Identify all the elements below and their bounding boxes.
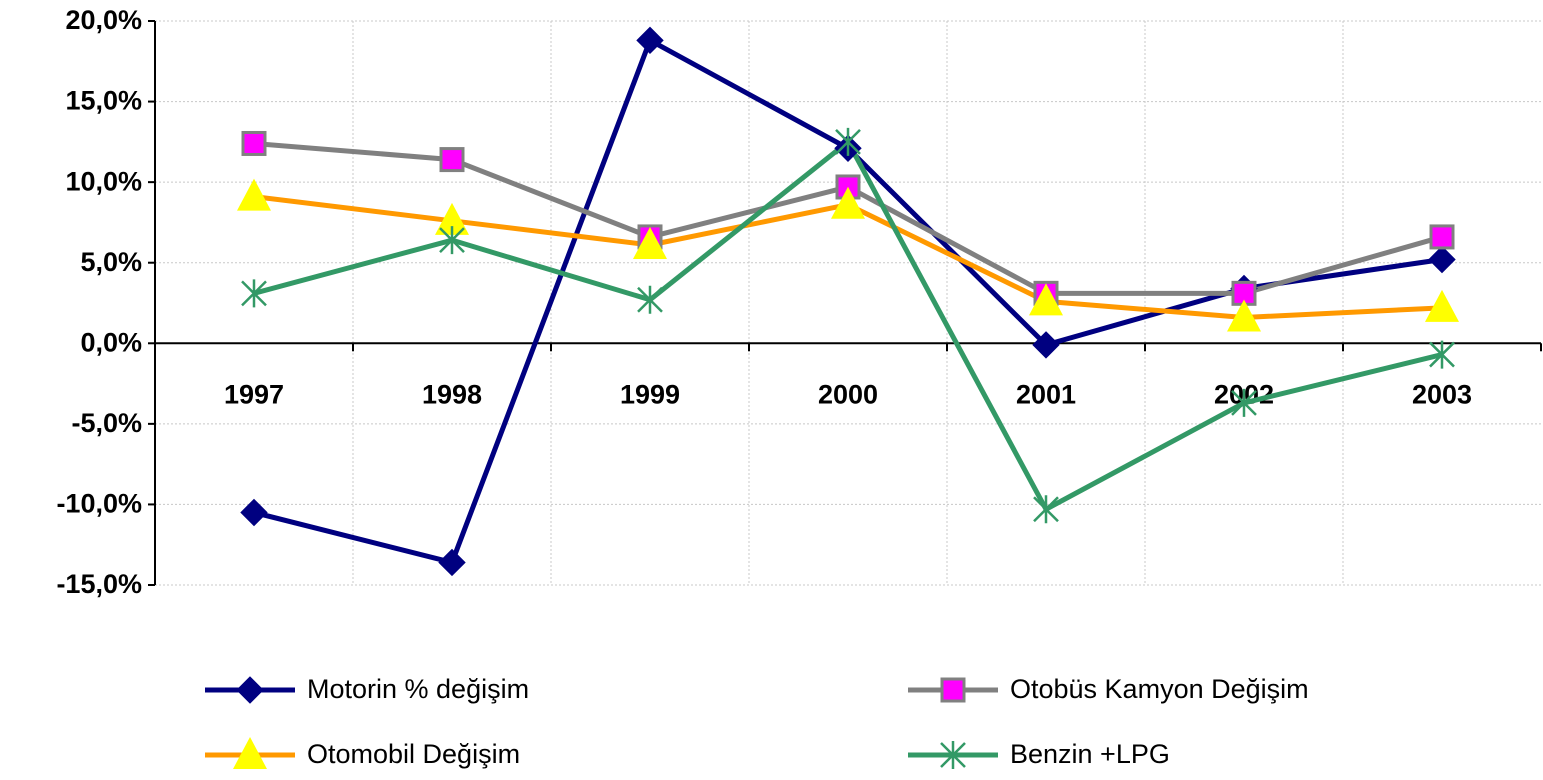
x-tick-label: 1998 <box>422 379 482 409</box>
legend-label: Motorin % değişim <box>307 674 529 704</box>
y-tick-label: -15,0% <box>56 569 142 599</box>
point-marker <box>1428 245 1456 274</box>
x-tick-label: 1999 <box>620 379 680 409</box>
point-marker <box>1029 283 1063 316</box>
y-tick-label: 15,0% <box>65 86 142 116</box>
y-tick-label: 5,0% <box>80 247 142 277</box>
y-tick-label: 20,0% <box>65 5 142 35</box>
x-tick-label: 2000 <box>818 379 878 409</box>
legend-marker <box>233 737 267 769</box>
legend-label: Benzin +LPG <box>1010 739 1170 769</box>
point-marker <box>241 279 267 308</box>
point-marker <box>1231 388 1257 417</box>
y-tick-label: 10,0% <box>65 166 142 196</box>
point-marker <box>633 226 667 259</box>
point-marker <box>637 285 663 314</box>
point-marker <box>835 127 861 156</box>
y-tick-label: -5,0% <box>71 408 142 438</box>
point-marker <box>1032 331 1060 359</box>
x-tick-label: 2003 <box>1412 379 1472 409</box>
point-marker <box>240 498 268 527</box>
point-marker <box>1429 340 1455 369</box>
y-tick-label: 0,0% <box>80 327 142 357</box>
point-marker <box>1429 224 1455 250</box>
point-marker <box>439 226 465 255</box>
legend-label: Otomobil Değişim <box>307 739 520 769</box>
point-marker <box>636 26 664 55</box>
point-marker <box>1227 299 1261 332</box>
point-marker <box>439 147 465 173</box>
legend-marker <box>940 741 966 769</box>
legend-marker <box>236 676 264 704</box>
legend-marker <box>940 677 966 703</box>
point-marker <box>435 202 469 235</box>
point-marker <box>1033 495 1059 524</box>
x-tick-label: 1997 <box>224 379 284 409</box>
point-marker <box>438 548 466 577</box>
point-marker <box>237 178 271 211</box>
x-tick-label: 2001 <box>1016 379 1076 409</box>
point-marker <box>831 186 865 219</box>
point-marker <box>241 130 267 156</box>
point-marker <box>1425 289 1459 322</box>
legend-label: Otobüs Kamyon Değişim <box>1010 674 1309 704</box>
series-line <box>253 37 1443 565</box>
y-tick-label: -10,0% <box>56 489 142 519</box>
